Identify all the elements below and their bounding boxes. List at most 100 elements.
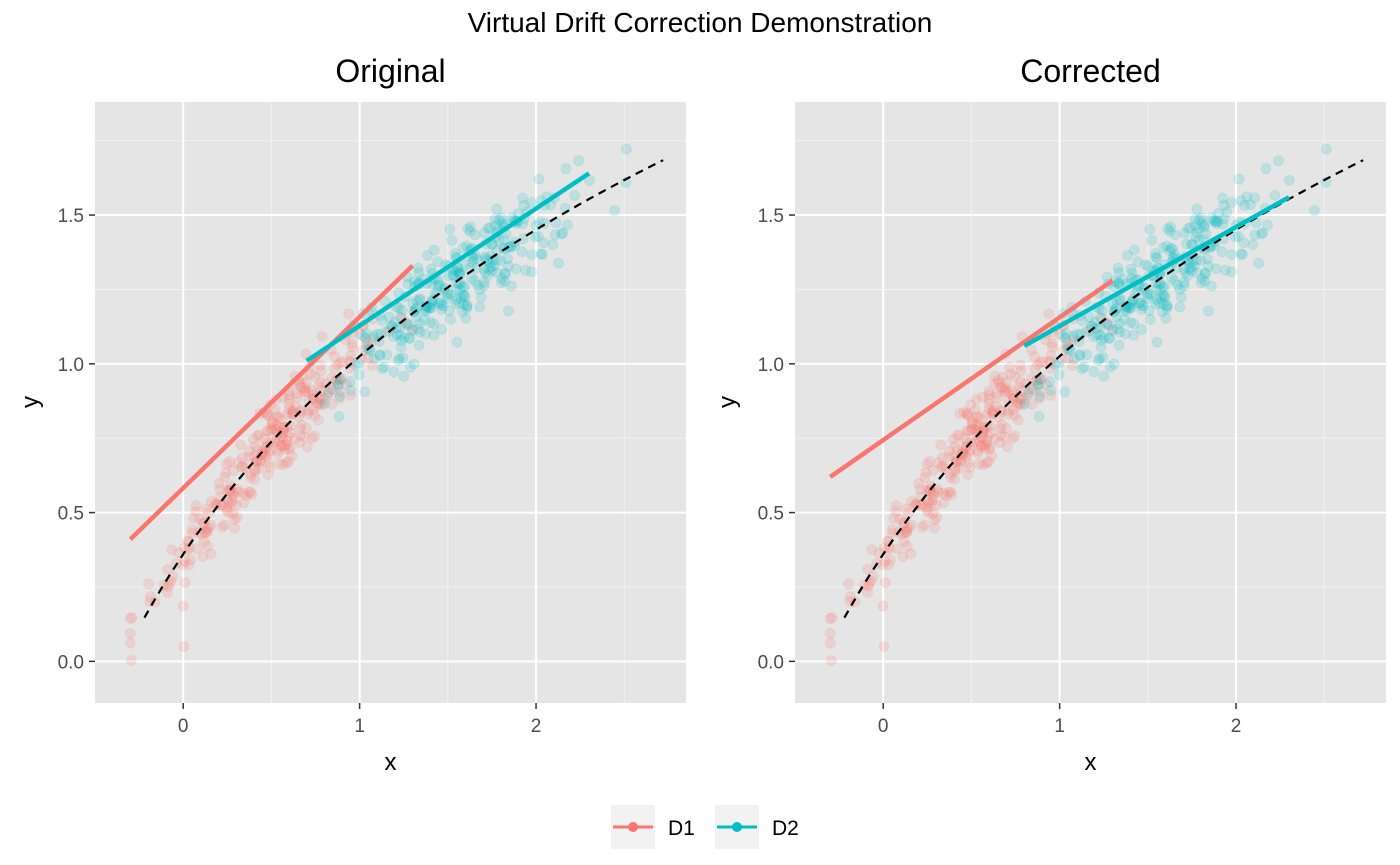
data-point bbox=[1103, 319, 1115, 331]
data-point bbox=[251, 430, 263, 442]
data-point bbox=[862, 563, 874, 575]
data-point bbox=[441, 289, 453, 301]
data-point bbox=[1158, 290, 1170, 302]
data-point bbox=[1000, 385, 1012, 397]
data-point bbox=[250, 456, 262, 468]
data-point bbox=[1160, 312, 1172, 324]
data-point bbox=[300, 385, 312, 397]
data-point bbox=[388, 331, 400, 343]
data-point bbox=[547, 239, 559, 251]
data-point bbox=[404, 361, 416, 373]
data-point bbox=[226, 497, 238, 509]
data-point bbox=[436, 303, 448, 315]
data-point bbox=[1034, 356, 1046, 368]
data-point bbox=[519, 264, 531, 276]
data-point bbox=[935, 439, 947, 451]
data-point bbox=[124, 627, 136, 639]
legend-marker-d2 bbox=[732, 822, 742, 832]
data-point bbox=[984, 441, 996, 453]
data-point bbox=[1169, 229, 1181, 241]
data-point bbox=[1033, 392, 1045, 404]
data-point bbox=[482, 270, 494, 282]
data-point bbox=[1191, 203, 1203, 215]
data-point bbox=[1097, 352, 1109, 364]
x-tick-label: 0 bbox=[878, 716, 889, 737]
data-point bbox=[319, 398, 331, 410]
data-point bbox=[401, 318, 413, 330]
data-point bbox=[414, 326, 426, 338]
data-point bbox=[1107, 324, 1119, 336]
data-point bbox=[1019, 398, 1031, 410]
data-point bbox=[1156, 306, 1168, 318]
data-point bbox=[927, 508, 939, 520]
data-point bbox=[1025, 344, 1037, 356]
data-point bbox=[283, 398, 295, 410]
data-point bbox=[1238, 237, 1250, 249]
data-point bbox=[1104, 361, 1116, 373]
data-point bbox=[936, 452, 948, 464]
data-point bbox=[970, 394, 982, 406]
data-point bbox=[1181, 238, 1193, 250]
data-point bbox=[1149, 247, 1161, 259]
data-point bbox=[275, 440, 287, 452]
data-point bbox=[1112, 323, 1124, 335]
data-point bbox=[345, 384, 357, 396]
data-point bbox=[478, 276, 490, 288]
data-point bbox=[243, 445, 255, 457]
data-point bbox=[1186, 265, 1198, 277]
data-point bbox=[498, 234, 510, 246]
data-point bbox=[1150, 298, 1162, 310]
data-point bbox=[450, 284, 462, 296]
data-point bbox=[303, 395, 315, 407]
data-point bbox=[879, 576, 891, 588]
data-point bbox=[824, 613, 836, 625]
panel-title: Original bbox=[335, 53, 445, 89]
data-point bbox=[1141, 289, 1153, 301]
x-tick-label: 1 bbox=[354, 716, 365, 737]
data-point bbox=[236, 461, 248, 473]
data-point bbox=[1247, 239, 1259, 251]
data-point bbox=[947, 433, 959, 445]
data-point bbox=[299, 385, 311, 397]
data-point bbox=[1189, 220, 1201, 232]
data-point bbox=[376, 363, 388, 375]
data-point bbox=[975, 413, 987, 425]
data-point bbox=[124, 637, 136, 649]
data-point bbox=[979, 443, 991, 455]
data-point bbox=[927, 494, 939, 506]
data-point bbox=[201, 523, 213, 535]
data-point bbox=[1212, 207, 1224, 219]
data-point bbox=[1196, 217, 1208, 229]
data-point bbox=[989, 433, 1001, 445]
data-point bbox=[315, 365, 327, 377]
data-point bbox=[231, 511, 243, 523]
data-point bbox=[407, 324, 419, 336]
legend-label-d1: D1 bbox=[668, 817, 695, 840]
data-point bbox=[1022, 389, 1034, 401]
data-point bbox=[309, 409, 321, 421]
data-point bbox=[423, 302, 435, 314]
data-point bbox=[424, 302, 436, 314]
data-point bbox=[536, 249, 548, 261]
data-point bbox=[447, 270, 459, 282]
data-point bbox=[458, 290, 470, 302]
data-point bbox=[983, 398, 995, 410]
data-point bbox=[457, 281, 469, 293]
data-point bbox=[213, 477, 225, 489]
data-point bbox=[446, 234, 458, 246]
data-point bbox=[961, 451, 973, 463]
data-point bbox=[334, 385, 346, 397]
data-point bbox=[1009, 409, 1021, 421]
data-point bbox=[1016, 399, 1028, 411]
data-point bbox=[949, 465, 961, 477]
data-point bbox=[391, 322, 403, 334]
data-point bbox=[1191, 267, 1203, 279]
x-axis-label: x bbox=[385, 749, 397, 776]
data-point bbox=[302, 405, 314, 417]
data-point bbox=[179, 555, 191, 567]
data-point bbox=[1211, 218, 1223, 230]
data-point bbox=[434, 279, 446, 291]
data-point bbox=[479, 253, 491, 265]
data-point bbox=[949, 440, 961, 452]
data-point bbox=[1218, 200, 1230, 212]
